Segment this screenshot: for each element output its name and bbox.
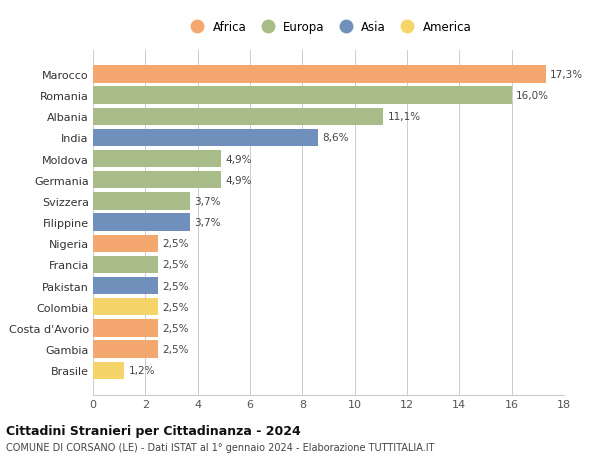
Bar <box>93 298 158 316</box>
Text: 2,5%: 2,5% <box>163 323 189 333</box>
Text: 4,9%: 4,9% <box>225 154 251 164</box>
Bar <box>93 108 383 126</box>
Text: 17,3%: 17,3% <box>550 70 583 80</box>
Text: 2,5%: 2,5% <box>163 344 189 354</box>
Text: 2,5%: 2,5% <box>163 260 189 270</box>
Text: Cittadini Stranieri per Cittadinanza - 2024: Cittadini Stranieri per Cittadinanza - 2… <box>6 425 301 437</box>
Text: COMUNE DI CORSANO (LE) - Dati ISTAT al 1° gennaio 2024 - Elaborazione TUTTITALIA: COMUNE DI CORSANO (LE) - Dati ISTAT al 1… <box>6 442 434 452</box>
Bar <box>93 319 158 337</box>
Bar <box>93 214 190 231</box>
Text: 2,5%: 2,5% <box>163 281 189 291</box>
Text: 3,7%: 3,7% <box>194 196 220 207</box>
Text: 2,5%: 2,5% <box>163 302 189 312</box>
Bar <box>93 172 221 189</box>
Text: 4,9%: 4,9% <box>225 175 251 185</box>
Legend: Africa, Europa, Asia, America: Africa, Europa, Asia, America <box>183 18 474 36</box>
Bar <box>93 256 158 274</box>
Text: 2,5%: 2,5% <box>163 239 189 249</box>
Bar <box>93 235 158 252</box>
Text: 1,2%: 1,2% <box>128 365 155 375</box>
Bar <box>93 362 124 379</box>
Bar <box>93 193 190 210</box>
Bar <box>93 151 221 168</box>
Bar <box>93 66 545 84</box>
Text: 11,1%: 11,1% <box>388 112 421 122</box>
Bar <box>93 277 158 295</box>
Bar <box>93 87 512 105</box>
Text: 3,7%: 3,7% <box>194 218 220 228</box>
Text: 16,0%: 16,0% <box>515 91 548 101</box>
Bar <box>93 341 158 358</box>
Bar <box>93 129 318 147</box>
Text: 8,6%: 8,6% <box>322 133 349 143</box>
